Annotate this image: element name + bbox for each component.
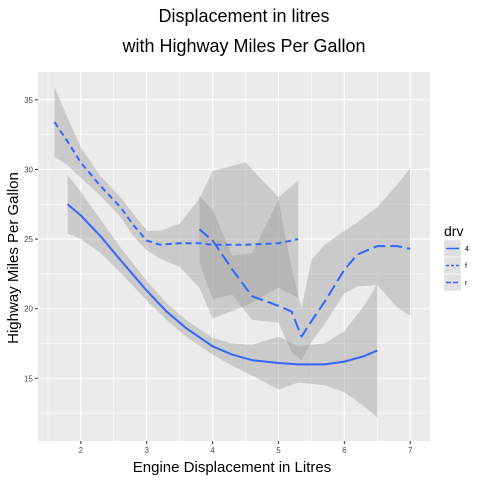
y-tick-label: 35 [24,96,33,105]
x-tick-label: 6 [342,446,347,455]
band-r [199,168,411,361]
line-4 [66,203,378,366]
chart-title-line-2: with Highway Miles Per Gallon [121,36,365,56]
y-tick-label: 15 [24,374,33,383]
legend-label-f: f [465,263,467,270]
legend: drv 4 f r [443,223,469,292]
axis-tick-labels: 2 3 4 5 6 7 15 20 25 30 35 [24,96,413,455]
line-r [198,228,411,338]
x-tick-label: 4 [210,446,215,455]
y-tick-label: 25 [24,235,33,244]
chart-title-line-1: Displacement in litres [158,6,329,26]
legend-label-r: r [465,280,468,287]
x-axis-title: Engine Displacement in Litres [133,459,331,476]
y-tick-label: 20 [24,305,33,314]
series-lines [53,121,411,366]
legend-label-4: 4 [465,246,469,253]
major-gridlines [38,72,430,441]
plot-panel [38,72,430,441]
x-tick-label: 7 [408,446,413,455]
line-f [53,121,299,246]
x-tick-label: 2 [79,446,84,455]
legend-key-r [443,273,462,292]
band-4 [67,175,378,418]
x-tick-label: 5 [276,446,281,455]
y-tick-label: 30 [24,165,33,174]
x-tick-label: 3 [144,446,149,455]
minor-gridlines [38,72,430,441]
band-f [54,87,299,319]
y-axis-title: Highway Miles Per Gallon [5,172,22,344]
confidence-bands [54,87,411,418]
axis-ticks [35,99,411,444]
legend-keys: 4 f r [443,239,469,292]
legend-title: drv [444,223,463,239]
